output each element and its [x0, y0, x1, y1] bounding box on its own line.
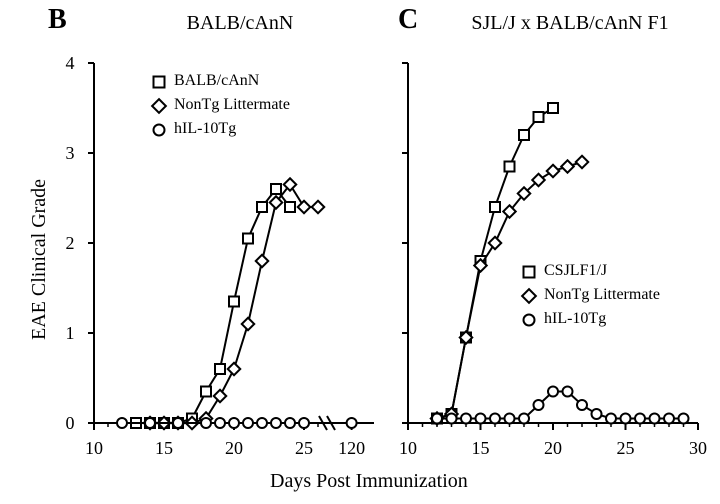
xtick: 120: [332, 438, 372, 459]
xtick: 30: [683, 438, 713, 459]
xtick: 25: [611, 438, 641, 459]
ytick-2: 2: [60, 233, 80, 254]
xtick: 15: [466, 438, 496, 459]
legend-label: BALB/cAnN: [174, 72, 259, 90]
panel-c-title: SJL/J x BALB/cAnN F1: [430, 12, 710, 35]
legend-label: CSJLF1/J: [544, 262, 607, 280]
xtick: 20: [538, 438, 568, 459]
xtick: 10: [393, 438, 423, 459]
panel-b-label: B: [48, 4, 67, 36]
legend-label: NonTg Littermate: [544, 286, 660, 304]
ytick-0: 0: [60, 413, 80, 434]
figure: B BALB/cAnN C SJL/J x BALB/cAnN F1 EAE C…: [0, 0, 720, 504]
legend-label: NonTg Littermate: [174, 96, 290, 114]
x-axis-label: Days Post Immunization: [270, 470, 468, 493]
ytick-3: 3: [60, 143, 80, 164]
legend-marker-icon: [520, 263, 538, 281]
legend-label: hIL-10Tg: [174, 120, 236, 138]
xtick: 20: [219, 438, 249, 459]
xtick: 15: [149, 438, 179, 459]
ytick-1: 1: [60, 323, 80, 344]
legend-marker-icon: [520, 311, 538, 329]
y-axis-label: EAE Clinical Grade: [28, 179, 51, 340]
legend-label: hIL-10Tg: [544, 310, 606, 328]
panel-c-chart: [402, 48, 712, 443]
xtick: 25: [289, 438, 319, 459]
ytick-4: 4: [60, 53, 80, 74]
xtick: 10: [79, 438, 109, 459]
legend-marker-icon: [150, 97, 168, 115]
panel-b-title: BALB/cAnN: [120, 12, 360, 35]
legend-marker-icon: [150, 121, 168, 139]
legend-marker-icon: [520, 287, 538, 305]
panel-c-label: C: [398, 4, 418, 36]
legend-marker-icon: [150, 73, 168, 91]
